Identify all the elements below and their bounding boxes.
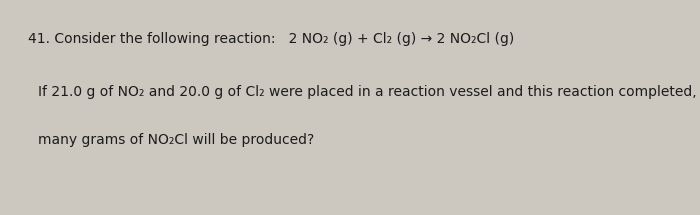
Text: If 21.0 g of NO₂ and 20.0 g of Cl₂ were placed in a reaction vessel and this rea: If 21.0 g of NO₂ and 20.0 g of Cl₂ were … bbox=[38, 85, 700, 100]
Text: many grams of NO₂Cl will be produced?: many grams of NO₂Cl will be produced? bbox=[38, 133, 315, 147]
Text: 41. Consider the following reaction:   2 NO₂ (g) + Cl₂ (g) → 2 NO₂Cl (g): 41. Consider the following reaction: 2 N… bbox=[28, 32, 514, 46]
